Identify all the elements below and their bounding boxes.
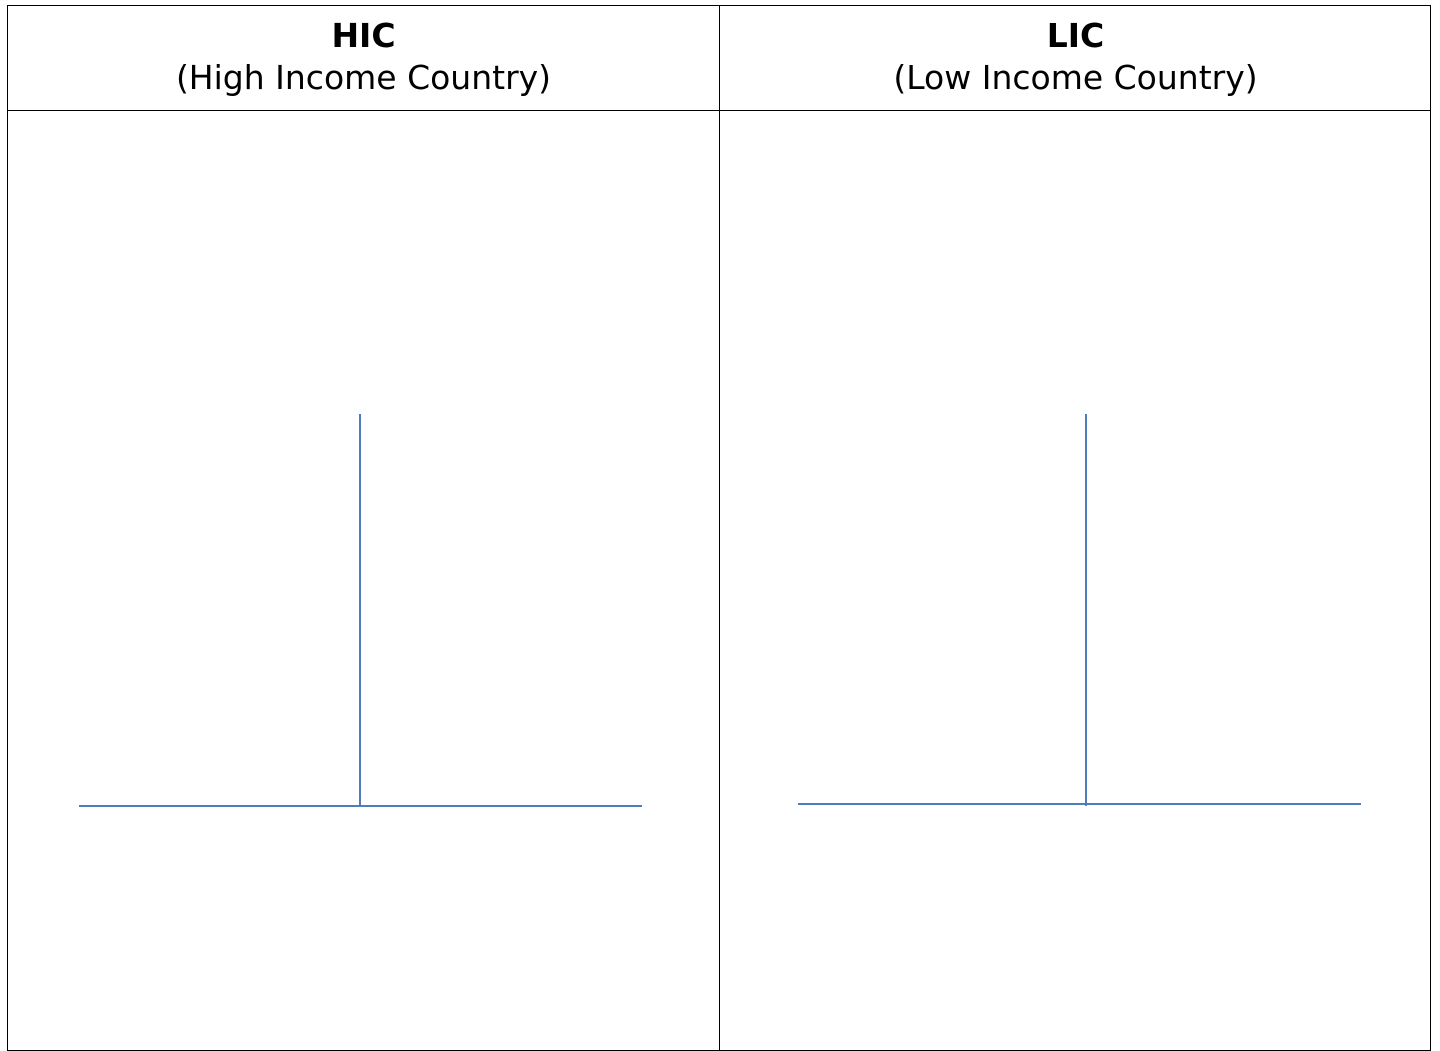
lic-subheading: (Low Income Country) <box>893 58 1258 98</box>
hic-heading: HIC <box>331 16 396 56</box>
lic-heading: LIC <box>1046 16 1105 56</box>
header-cell-lic: LIC (Low Income Country) <box>720 6 1431 110</box>
hic-subheading: (High Income Country) <box>175 58 552 98</box>
comparison-table: HIC (High Income Country) LIC (Low Incom… <box>7 5 1431 1051</box>
header-cell-hic: HIC (High Income Country) <box>8 6 719 110</box>
column-divider <box>719 6 720 1050</box>
